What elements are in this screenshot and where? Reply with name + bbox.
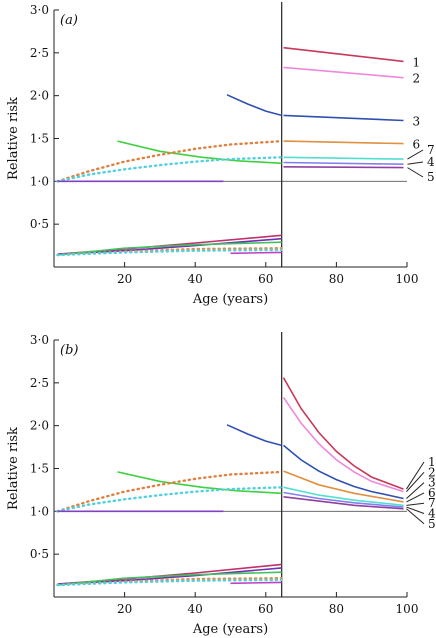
- label-arrow: [407, 167, 424, 178]
- series-line: [57, 241, 282, 256]
- series-line: [56, 139, 283, 183]
- label-arrow: [406, 471, 425, 492]
- x-axis-label: Age (years): [192, 622, 268, 637]
- x-tick-label: 80: [329, 272, 344, 286]
- series-label-3: 3: [412, 115, 420, 129]
- series-line: [230, 251, 282, 255]
- series-line-1: [283, 46, 404, 63]
- series-line-5: [283, 166, 404, 169]
- series-line-4: [283, 161, 404, 165]
- series-line-3: [283, 114, 404, 122]
- y-tick-label: 2·0: [30, 89, 49, 103]
- y-axis-label: Relative risk: [6, 97, 21, 180]
- series-line: [57, 237, 282, 255]
- x-tick-label: 80: [329, 602, 344, 616]
- y-tick-label: 0·5: [30, 217, 49, 231]
- x-tick-label: 40: [188, 602, 203, 616]
- y-tick-label: 1·0: [30, 174, 49, 188]
- chart-panel-1: 0·5 1·0 1·5 2·0 2·5 3·0 20 40 60 80 100 Age (years)…: [6, 2, 435, 307]
- y-tick-label: 1·5: [30, 132, 49, 146]
- y-tick-label: 0·5: [30, 547, 49, 561]
- y-tick-label: 1·0: [30, 504, 49, 518]
- x-tick-label: 100: [396, 602, 419, 616]
- label-arrow: [406, 482, 425, 499]
- series-line: [56, 156, 283, 183]
- series-line-3: [282, 444, 404, 500]
- x-tick-label: 40: [188, 272, 203, 286]
- series-line: [117, 471, 282, 495]
- series-line-4: [283, 491, 404, 508]
- x-tick-label: 20: [117, 602, 132, 616]
- label-arrow: [406, 508, 425, 525]
- series-line: [226, 424, 282, 447]
- series-line-2: [282, 396, 404, 493]
- x-tick-label: 100: [396, 272, 419, 286]
- series-line: [56, 577, 283, 587]
- label-arrow: [407, 161, 424, 165]
- series-line-1: [282, 377, 404, 490]
- label-arrow: [406, 506, 425, 514]
- y-tick-label: 3·0: [30, 333, 49, 347]
- series-label-1: 1: [412, 55, 420, 69]
- x-tick-label: 60: [258, 272, 273, 286]
- series-line: [56, 248, 283, 257]
- label-arrow: [407, 149, 424, 160]
- series-line-6: [283, 140, 404, 145]
- series-line: [226, 94, 282, 117]
- series-line-6: [283, 470, 404, 503]
- series-line: [117, 140, 282, 165]
- label-arrow: [406, 492, 425, 503]
- series-line: [56, 470, 283, 513]
- y-tick-label: 2·5: [30, 46, 49, 60]
- x-axis-label: Age (years): [192, 292, 268, 307]
- series-label-1: 1: [428, 455, 436, 469]
- label-arrow: [406, 502, 425, 506]
- series-label-2: 2: [428, 465, 436, 479]
- series-line-2: [283, 66, 404, 79]
- series-label-5: 5: [427, 170, 435, 184]
- x-tick-label: 60: [258, 602, 273, 616]
- series-label-3: 3: [428, 476, 436, 490]
- series-line: [56, 486, 283, 513]
- y-tick-label: 2·5: [30, 376, 49, 390]
- series-line: [57, 571, 282, 586]
- y-tick-label: 1·5: [30, 462, 49, 476]
- y-tick-label: 3·0: [30, 3, 49, 17]
- series-line-7: [283, 156, 404, 160]
- chart-panel-2: 0·5 1·0 1·5 2·0 2·5 3·0 20 40 60 80 100 Age (years)…: [6, 332, 436, 637]
- series-line: [230, 581, 282, 585]
- series-label-7: 7: [427, 143, 435, 157]
- label-arrow: [406, 461, 425, 490]
- series-line-7: [283, 486, 404, 507]
- series-label-6: 6: [428, 486, 436, 500]
- series-label-7: 7: [428, 496, 436, 510]
- series-line-5: [283, 496, 404, 510]
- panel-label: (b): [60, 343, 78, 358]
- y-tick-label: 2·0: [30, 419, 49, 433]
- series-label-6: 6: [412, 138, 420, 152]
- y-axis-label: Relative risk: [6, 427, 21, 510]
- series-label-2: 2: [412, 72, 420, 86]
- series-label-5: 5: [428, 517, 436, 531]
- series-line: [56, 578, 283, 587]
- panel-label: (a): [60, 13, 78, 28]
- series-line: [56, 247, 283, 257]
- series-label-4: 4: [427, 155, 435, 169]
- x-tick-label: 20: [117, 272, 132, 286]
- series-label-4: 4: [428, 507, 436, 521]
